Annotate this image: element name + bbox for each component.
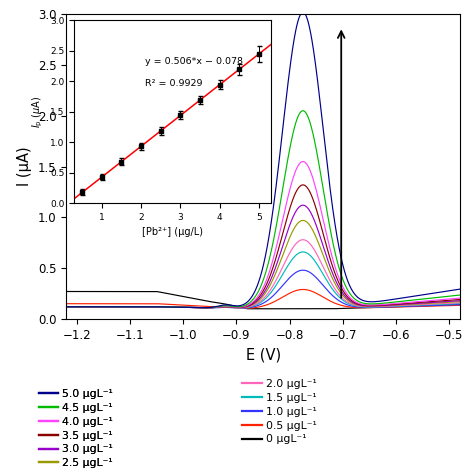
Legend: 5.0 μgL⁻¹, 4.5 μgL⁻¹, 4.0 μgL⁻¹, 3.5 μgL⁻¹, 3.0 μgL⁻¹, 2.5 μgL⁻¹: 5.0 μgL⁻¹, 4.5 μgL⁻¹, 4.0 μgL⁻¹, 3.5 μgL… <box>38 389 113 468</box>
Legend: 2.0 μgL⁻¹, 1.5 μgL⁻¹, 1.0 μgL⁻¹, 0.5 μgL⁻¹, 0 μgL⁻¹: 2.0 μgL⁻¹, 1.5 μgL⁻¹, 1.0 μgL⁻¹, 0.5 μgL… <box>242 379 317 445</box>
Y-axis label: I (μA): I (μA) <box>18 147 32 187</box>
X-axis label: E (V): E (V) <box>246 347 281 362</box>
